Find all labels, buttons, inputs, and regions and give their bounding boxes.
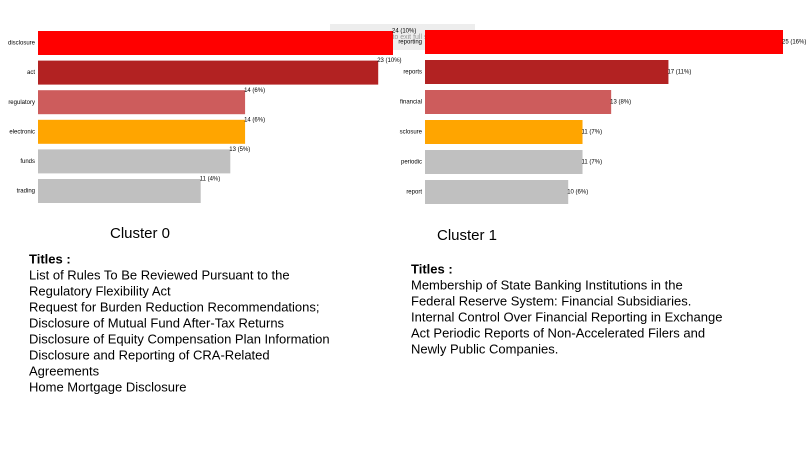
note-line: Act Periodic Reports of Non-Accelerated … bbox=[411, 325, 705, 340]
category-label: act bbox=[27, 70, 35, 76]
bar bbox=[425, 120, 583, 144]
note-line: Request for Burden Reduction Recommendat… bbox=[29, 299, 320, 314]
notes-heading: Titles : bbox=[29, 251, 71, 266]
value-label: 11 (7%) bbox=[582, 160, 603, 166]
value-label: 11 (4%) bbox=[200, 177, 221, 183]
bar bbox=[38, 90, 246, 115]
value-label: 24 (10%) bbox=[392, 29, 416, 35]
bar bbox=[425, 180, 569, 204]
category-label: reporting bbox=[398, 40, 422, 46]
category-label: reports bbox=[403, 70, 422, 76]
category-label: report bbox=[406, 190, 422, 196]
bar bbox=[38, 60, 379, 85]
value-label: 13 (5%) bbox=[229, 147, 250, 153]
value-label: 10 (6%) bbox=[567, 190, 588, 196]
category-label: periodic bbox=[401, 160, 422, 166]
value-label: 14 (6%) bbox=[244, 117, 265, 123]
note-line: List of Rules To Be Reviewed Pursuant to… bbox=[29, 267, 290, 282]
bar bbox=[425, 30, 783, 54]
bar bbox=[425, 90, 612, 114]
value-label: 14 (6%) bbox=[244, 88, 265, 94]
value-label: 23 (10%) bbox=[377, 58, 401, 64]
bar bbox=[38, 179, 201, 203]
note-line: Federal Reserve System: Financial Subsid… bbox=[411, 293, 691, 308]
fullscreen-notice: Press Esc to exit full screen bbox=[359, 34, 445, 41]
note-line: Disclosure of Mutual Fund After-Tax Retu… bbox=[29, 315, 285, 330]
category-label: regulatory bbox=[8, 100, 35, 106]
value-label: 13 (8%) bbox=[610, 100, 631, 106]
chart-title: Cluster 0 bbox=[110, 225, 170, 242]
bar bbox=[38, 31, 393, 55]
notes-heading: Titles : bbox=[411, 261, 453, 276]
note-line: Newly Public Companies. bbox=[411, 341, 558, 356]
note-line: Disclosure and Reporting of CRA-Related bbox=[29, 347, 270, 362]
category-label: sclosure bbox=[400, 130, 423, 136]
category-label: disclosure bbox=[8, 41, 36, 47]
note-line: Disclosure of Equity Compensation Plan I… bbox=[29, 331, 330, 346]
note-line: Membership of State Banking Institutions… bbox=[411, 277, 683, 292]
chart-title: Cluster 1 bbox=[437, 227, 497, 244]
note-line: Agreements bbox=[29, 363, 100, 378]
note-line: Regulatory Flexibility Act bbox=[29, 283, 171, 298]
bar bbox=[425, 150, 583, 174]
category-label: trading bbox=[17, 189, 35, 195]
bar bbox=[425, 60, 669, 84]
value-label: 25 (16%) bbox=[782, 40, 806, 46]
note-line: Internal Control Over Financial Reportin… bbox=[411, 309, 722, 324]
category-label: electronic bbox=[9, 129, 35, 135]
note-line: Home Mortgage Disclosure bbox=[29, 379, 187, 394]
value-label: 17 (11%) bbox=[667, 70, 691, 76]
category-label: funds bbox=[20, 159, 35, 165]
value-label: 11 (7%) bbox=[582, 130, 603, 136]
bar bbox=[38, 119, 246, 144]
category-label: financial bbox=[400, 100, 422, 106]
bar bbox=[38, 149, 231, 174]
